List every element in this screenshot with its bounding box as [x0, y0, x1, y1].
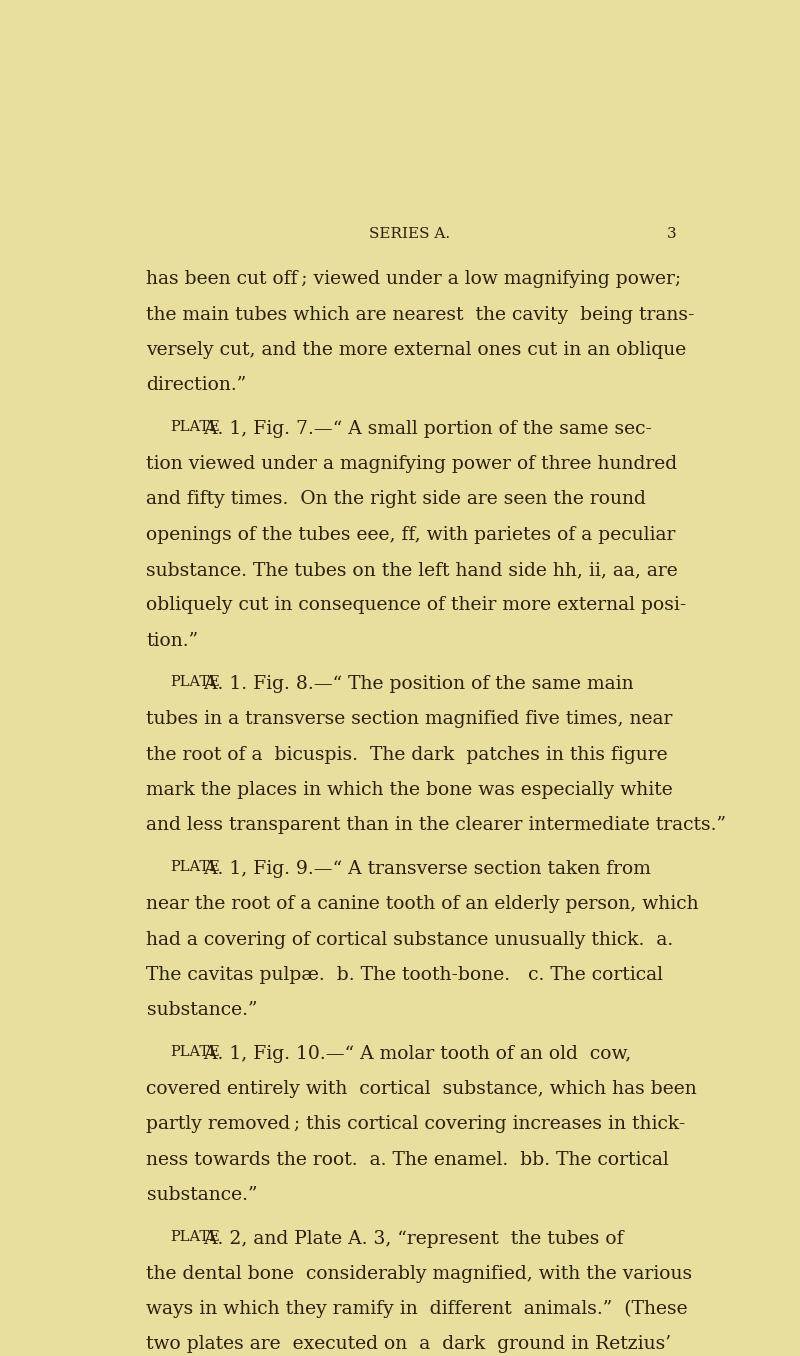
- Text: had a covering of cortical substance unusually thick.  a.: had a covering of cortical substance unu…: [146, 930, 674, 949]
- Text: PLATE: PLATE: [170, 675, 220, 689]
- Text: the main tubes which are nearest  the cavity  being trans-: the main tubes which are nearest the cav…: [146, 305, 695, 324]
- Text: two plates are  executed on  a  dark  ground in Retzius’: two plates are executed on a dark ground…: [146, 1336, 672, 1353]
- Text: A. 1, Fig. 7.—“ A small portion of the same sec-: A. 1, Fig. 7.—“ A small portion of the s…: [198, 420, 652, 438]
- Text: ways in which they ramify in  different  animals.”  (These: ways in which they ramify in different a…: [146, 1300, 688, 1318]
- Text: A. 1. Fig. 8.—“ The position of the same main: A. 1. Fig. 8.—“ The position of the same…: [198, 675, 634, 693]
- Text: ness towards the root.  a. The enamel.  bb. The cortical: ness towards the root. a. The enamel. bb…: [146, 1151, 670, 1169]
- Text: PLATE: PLATE: [170, 860, 220, 875]
- Text: versely cut, and the more external ones cut in an oblique: versely cut, and the more external ones …: [146, 340, 686, 359]
- Text: substance.”: substance.”: [146, 1186, 257, 1204]
- Text: near the root of a canine tooth of an elderly person, which: near the root of a canine tooth of an el…: [146, 895, 699, 914]
- Text: tion.”: tion.”: [146, 632, 198, 650]
- Text: direction.”: direction.”: [146, 376, 246, 395]
- Text: The cavitas pulpæ.  b. The tooth-bone.   c. The cortical: The cavitas pulpæ. b. The tooth-bone. c.…: [146, 965, 663, 984]
- Text: partly removed ; this cortical covering increases in thick-: partly removed ; this cortical covering …: [146, 1116, 686, 1134]
- Text: substance.”: substance.”: [146, 1001, 257, 1020]
- Text: A. 1, Fig. 9.—“ A transverse section taken from: A. 1, Fig. 9.—“ A transverse section tak…: [198, 860, 651, 877]
- Text: A. 2, and Plate A. 3, “represent  the tubes of: A. 2, and Plate A. 3, “represent the tub…: [198, 1230, 624, 1248]
- Text: obliquely cut in consequence of their more external posi-: obliquely cut in consequence of their mo…: [146, 597, 687, 614]
- Text: tion viewed under a magnifying power of three hundred: tion viewed under a magnifying power of …: [146, 456, 678, 473]
- Text: openings of the tubes eee, ff, with parietes of a peculiar: openings of the tubes eee, ff, with pari…: [146, 526, 676, 544]
- Text: mark the places in which the bone was especially white: mark the places in which the bone was es…: [146, 781, 674, 799]
- Text: and fifty times.  On the right side are seen the round: and fifty times. On the right side are s…: [146, 491, 646, 508]
- Text: PLATE: PLATE: [170, 1230, 220, 1243]
- Text: the dental bone  considerably magnified, with the various: the dental bone considerably magnified, …: [146, 1265, 693, 1283]
- Text: SERIES A.: SERIES A.: [370, 228, 450, 241]
- Text: has been cut off ; viewed under a low magnifying power;: has been cut off ; viewed under a low ma…: [146, 270, 682, 289]
- Text: and less transparent than in the clearer intermediate tracts.”: and less transparent than in the clearer…: [146, 816, 726, 834]
- Text: the root of a  bicuspis.  The dark  patches in this figure: the root of a bicuspis. The dark patches…: [146, 746, 668, 763]
- Text: substance. The tubes on the left hand side hh, ii, aa, are: substance. The tubes on the left hand si…: [146, 561, 678, 579]
- Text: PLATE: PLATE: [170, 420, 220, 434]
- Text: covered entirely with  cortical  substance, which has been: covered entirely with cortical substance…: [146, 1081, 698, 1098]
- Text: A. 1, Fig. 10.—“ A molar tooth of an old  cow,: A. 1, Fig. 10.—“ A molar tooth of an old…: [198, 1044, 631, 1063]
- Text: tubes in a transverse section magnified five times, near: tubes in a transverse section magnified …: [146, 711, 673, 728]
- Text: 3: 3: [667, 228, 677, 241]
- Text: PLATE: PLATE: [170, 1044, 220, 1059]
